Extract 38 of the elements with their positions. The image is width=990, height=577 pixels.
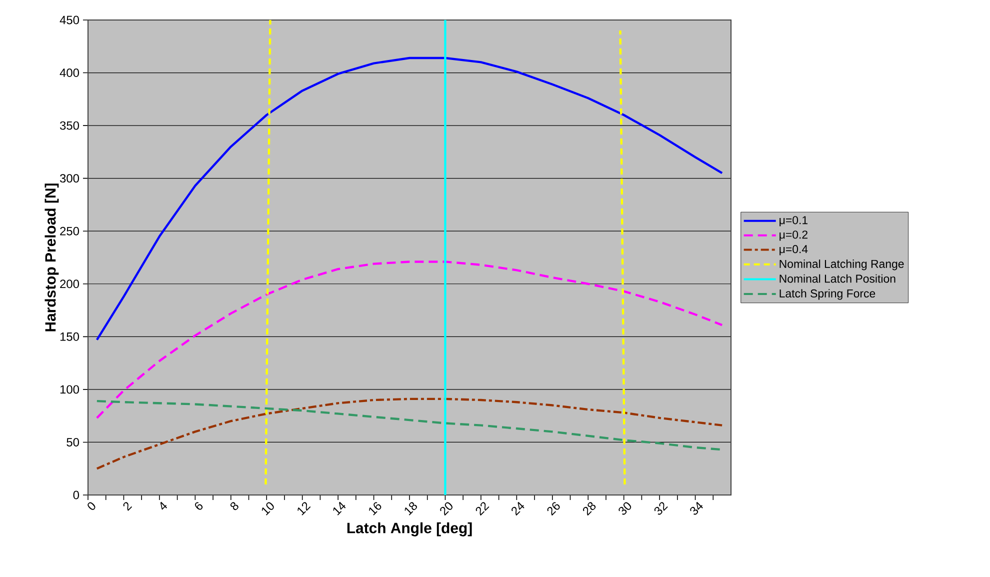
x-tick-label: 14 [333,502,346,516]
y-tick-label: 350 [60,121,80,130]
y-tick-label: 200 [60,280,80,288]
legend-label: Latch Spring Force [780,289,876,300]
y-tick-label: 150 [60,332,80,341]
x-tick-label: 22 [476,502,490,516]
x-tick-label: 8 [230,502,238,510]
legend-label: μ=0.1 [780,216,808,226]
x-tick-label: 4 [160,502,168,510]
y-tick-label: 100 [60,385,80,394]
x-tick-label: 10 [262,502,274,516]
x-tick-label: 6 [195,502,203,510]
x-tick-label: 26 [547,502,560,516]
x-tick-label: 12 [298,502,311,516]
x-tick-label: 34 [690,502,703,515]
x-axis-title: Latch Angle [deg] [347,522,472,536]
y-tick-label: 0 [73,490,80,500]
x-tick-label: 30 [618,502,632,515]
legend-label: μ=0.4 [780,245,808,256]
x-tick-label: 18 [404,502,417,516]
legend-label: Nominal Latching Range [780,260,904,270]
x-tick-label: 20 [440,502,452,516]
y-tick-label: 300 [60,174,80,183]
x-tick-label: 24 [512,502,524,516]
x-tick-label: 16 [369,502,382,516]
y-axis-title: Hardstop Preload [N] [44,184,59,332]
line-series [96,260,724,420]
x-tick-label: 28 [582,502,596,516]
y-tick-label: 450 [60,16,80,24]
line-series [96,56,724,341]
x-tick-label: 0 [88,502,96,510]
legend-label: μ=0.2 [780,230,808,241]
y-tick-label: 400 [60,68,80,77]
y-tick-label: 50 [66,438,80,446]
x-tick-label: 32 [654,502,668,515]
y-tick-label: 250 [60,226,80,236]
legend-label: Nominal Latch Position [780,274,896,283]
x-tick-label: 2 [123,502,132,511]
